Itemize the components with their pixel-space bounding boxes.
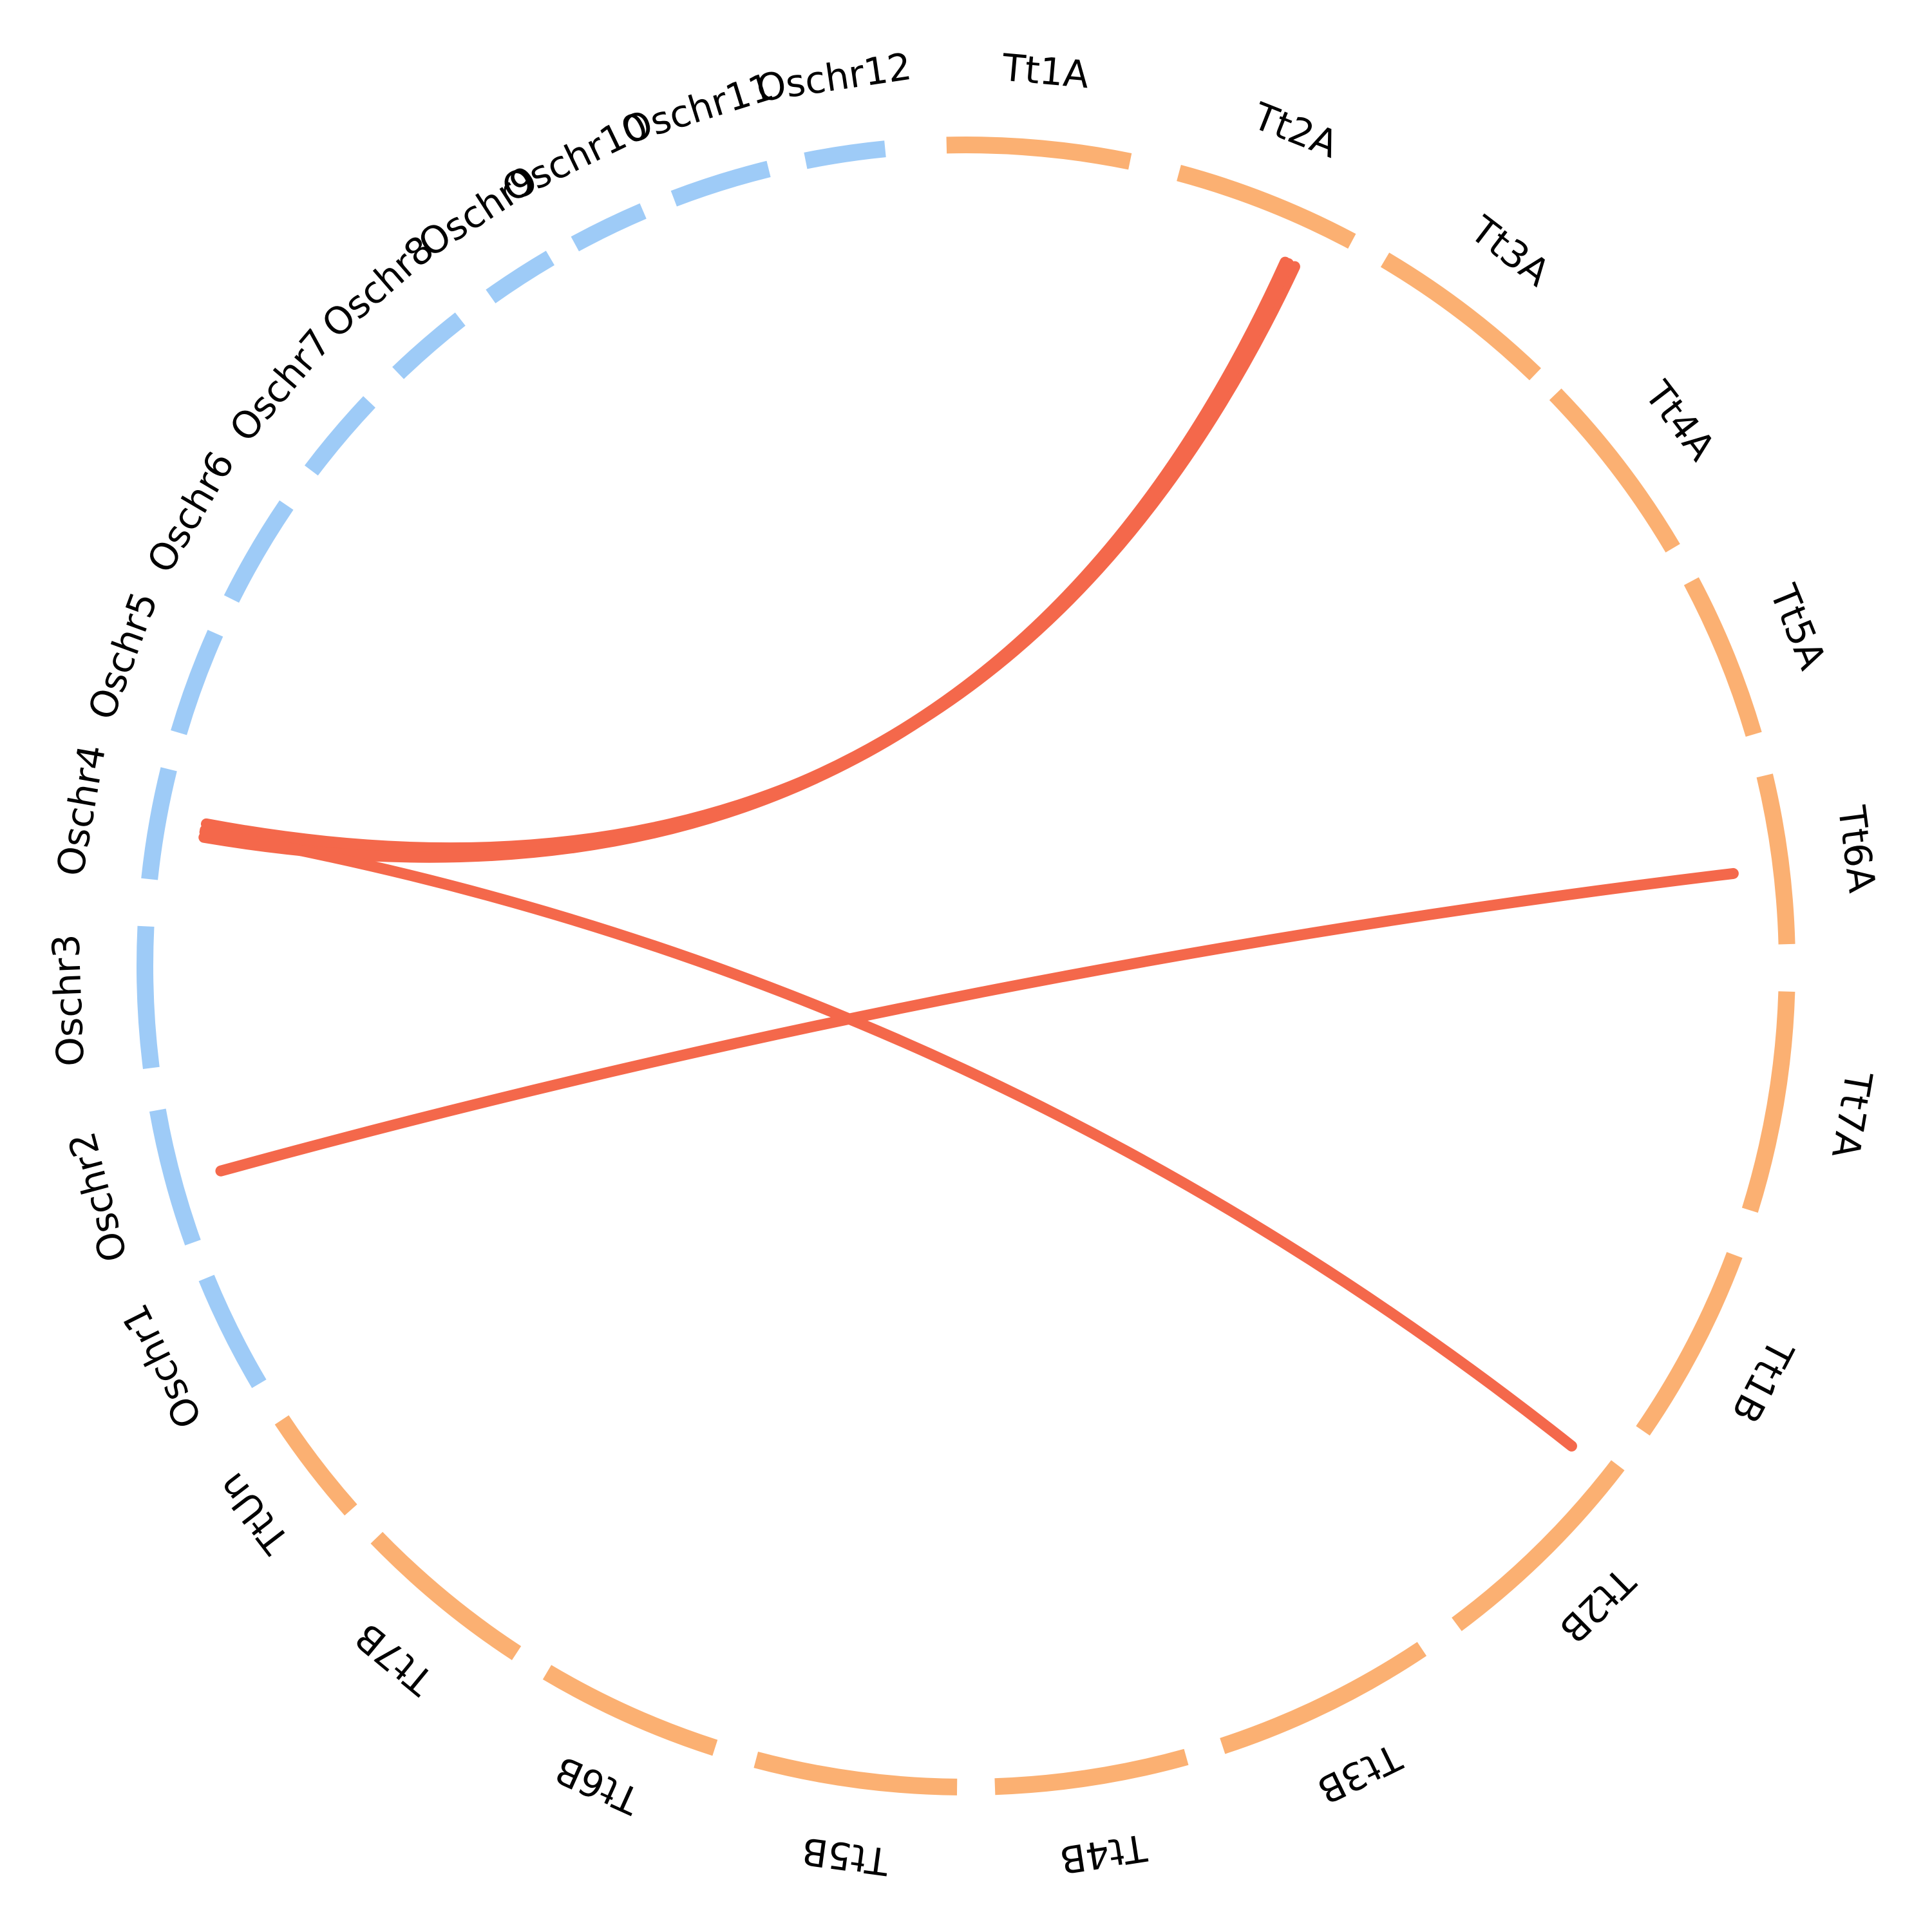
segment-oschr5 — [171, 630, 223, 735]
segment-tt4b — [994, 1748, 1189, 1795]
chromosome-label: Tt3A — [1462, 207, 1558, 296]
labels-layer: Tt1A Tt2A Tt3A Tt4A Tt5A Tt6A Tt7A Tt1B Tt2B Tt3B… — [44, 44, 1884, 1884]
chromosome-label: TtUn — [209, 1464, 298, 1562]
chromosome-label: Oschr1 — [113, 1298, 211, 1435]
links-layer — [198, 256, 1739, 1452]
segment-tt5a — [1683, 577, 1762, 737]
chromosome-label: Tt6A — [1830, 802, 1884, 895]
chromosome-label: Tt6B — [549, 1747, 647, 1823]
segment-oschr11 — [670, 160, 771, 207]
chromosome-label: Tt5B — [799, 1829, 892, 1884]
segment-ttun — [274, 1415, 357, 1516]
segment-tt1b — [1636, 1252, 1743, 1436]
segment-tt5b — [753, 1751, 958, 1795]
link-oschr4-tt2a — [198, 258, 1294, 863]
chromosome-label: Oschr2 — [60, 1128, 136, 1267]
segment-oschr7 — [304, 396, 375, 476]
segment-oschr8 — [392, 312, 466, 379]
chromosome-label: Tt2B — [1551, 1559, 1643, 1652]
chromosome-label: Oschr4 — [48, 741, 115, 879]
chromosome-label: Tt3B — [1311, 1735, 1408, 1813]
segment-oschr4 — [141, 767, 177, 880]
link-oschr4-tt2a — [200, 261, 1300, 854]
link-oschr4-tt2b — [199, 826, 1577, 1452]
segment-oschr9 — [486, 251, 554, 304]
link-oschr4-tt2a — [200, 256, 1291, 858]
segment-tt7a — [1741, 991, 1795, 1213]
chromosome-label: Oschr3 — [44, 933, 93, 1067]
chromosome-label: Tt7B — [346, 1615, 442, 1704]
chromosome-label: Oschr6 — [138, 444, 243, 580]
chromosome-label: Tt4A — [1636, 373, 1724, 469]
chromosome-label: Oschr7 — [221, 321, 340, 450]
chromosome-label: Tt1B — [1723, 1332, 1803, 1430]
chromosome-label: Tt1A — [999, 46, 1091, 97]
segment-tt6b — [542, 1665, 718, 1756]
segment-tt4a — [1549, 388, 1680, 553]
chromosome-label: Tt5A — [1761, 578, 1835, 676]
chromosome-label: Tt4B — [1057, 1826, 1150, 1882]
chromosome-label: Oschr11 — [617, 64, 779, 153]
segment-tt1a — [946, 137, 1132, 170]
segment-tt7b — [370, 1531, 522, 1660]
chromosome-label: Tt7A — [1823, 1068, 1881, 1161]
segment-tt3a — [1380, 252, 1541, 381]
segment-oschr2 — [149, 1108, 201, 1245]
segment-oschr10 — [571, 203, 647, 252]
link-oschr2-tt6a — [215, 867, 1739, 1177]
segment-tt2b — [1452, 1460, 1625, 1631]
chromosome-label: Oschr5 — [80, 586, 167, 725]
segments-layer — [137, 137, 1795, 1795]
chromosome-label: Tt2A — [1247, 94, 1345, 167]
segment-oschr3 — [137, 925, 160, 1070]
segment-tt3b — [1220, 1642, 1427, 1754]
segment-oschr12 — [804, 140, 886, 169]
segment-oschr1 — [198, 1274, 267, 1388]
chromosome-label: Oschr12 — [753, 44, 914, 111]
segment-tt2a — [1177, 165, 1356, 249]
segment-tt6a — [1756, 773, 1795, 945]
segment-oschr6 — [223, 500, 294, 603]
